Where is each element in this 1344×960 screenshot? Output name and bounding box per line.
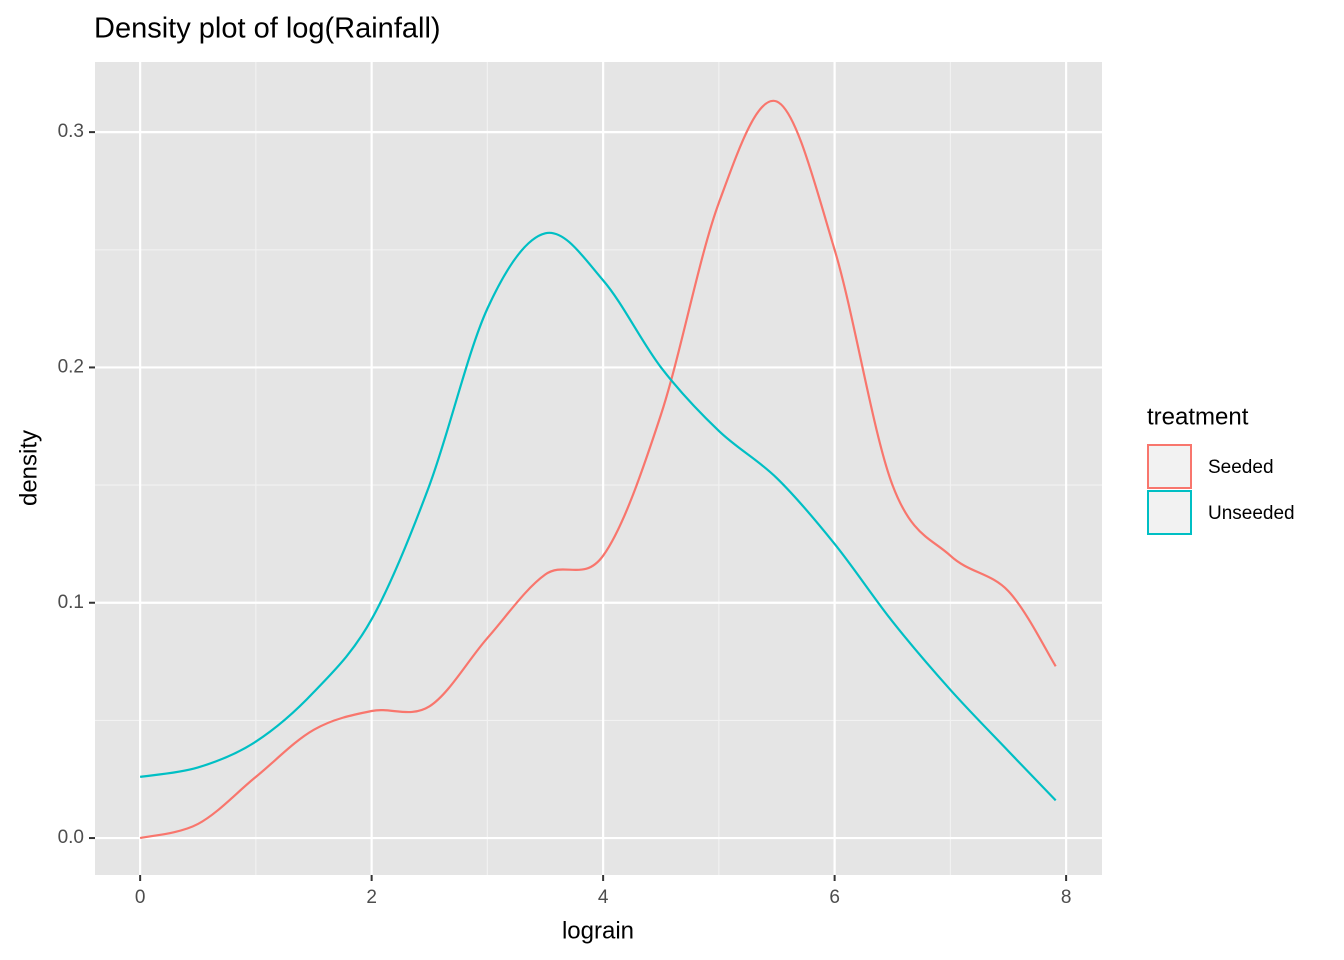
- legend-key: [1147, 490, 1192, 535]
- legend-label: Seeded: [1208, 457, 1274, 478]
- panel: [95, 62, 1102, 875]
- x-tick-label: 6: [829, 887, 840, 908]
- y-axis-title: density: [15, 430, 42, 506]
- x-tick-label: 4: [598, 887, 609, 908]
- density-line: [139, 99, 1057, 840]
- y-tick-label: 0.0: [58, 827, 84, 848]
- y-tick-label: 0.2: [58, 356, 84, 377]
- legend-title: treatment: [1147, 403, 1249, 430]
- legend-key: [1147, 444, 1192, 489]
- y-tick-label: 0.1: [58, 592, 84, 613]
- density-line: [139, 231, 1057, 802]
- x-tick-label: 2: [366, 887, 377, 908]
- x-tick-label: 0: [135, 887, 146, 908]
- legend-label: Unseeded: [1208, 503, 1295, 524]
- y-tick-label: 0.3: [58, 121, 84, 142]
- x-tick-label: 8: [1061, 887, 1072, 908]
- x-axis-title: lograin: [562, 917, 634, 944]
- chart-title: Density plot of log(Rainfall): [94, 13, 441, 45]
